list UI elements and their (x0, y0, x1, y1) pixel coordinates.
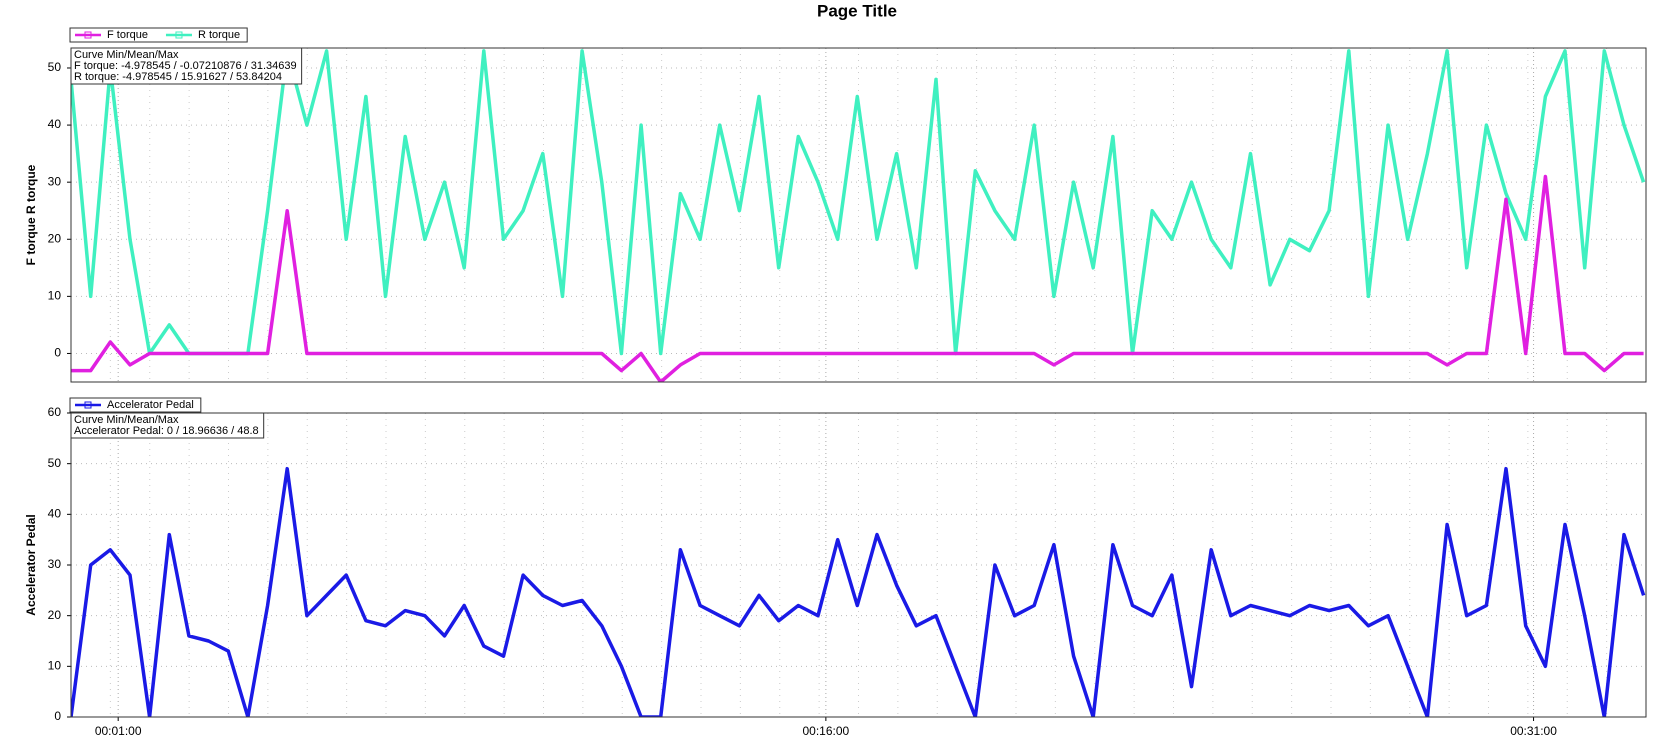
x-tick-label: 00:16:00 (803, 724, 850, 738)
series-line (71, 49, 1646, 356)
y-axis-label: Accelerator Pedal (24, 514, 38, 615)
plot-border (70, 412, 1647, 718)
y-tick-label: 0 (54, 709, 61, 723)
y-tick-label: 10 (48, 289, 62, 303)
series-line (71, 174, 1644, 382)
stats-box (70, 47, 303, 85)
series-line (71, 466, 1646, 717)
stats-box (70, 412, 265, 439)
y-tick-label: 60 (48, 405, 62, 419)
legend-label: F torque (107, 29, 148, 41)
y-tick-label: 40 (48, 117, 62, 131)
y-tick-label: 30 (48, 174, 62, 188)
plot-area (71, 413, 1646, 717)
x-tick-label: 00:01:00 (95, 724, 142, 738)
y-tick-label: 50 (48, 456, 62, 470)
y-axis-label: F torque R torque (24, 164, 38, 265)
y-tick-label: 20 (48, 608, 62, 622)
legend-label: Accelerator Pedal (107, 399, 194, 411)
stats-title: Curve Min/Mean/Max (74, 49, 179, 61)
plot-border (70, 47, 1647, 383)
stats-title: Curve Min/Mean/Max (74, 414, 179, 426)
legend-box (69, 397, 202, 413)
legend-label: R torque (198, 29, 240, 41)
y-tick-label: 40 (48, 507, 62, 521)
x-tick-label: 00:31:00 (1510, 724, 1557, 738)
y-tick-label: 30 (48, 557, 62, 571)
y-tick-label: 50 (48, 60, 62, 74)
legend-marker (84, 31, 92, 39)
y-tick-label: 10 (48, 659, 62, 673)
stats-line: Accelerator Pedal: 0 / 18.96636 / 48.8 (74, 425, 259, 437)
legend-marker (175, 31, 183, 39)
stats-line: R torque: -4.978545 / 15.91627 / 53.8420… (74, 71, 282, 83)
stats-line: F torque: -4.978545 / -0.07210876 / 31.3… (74, 60, 297, 72)
page-title: Page Title (817, 1, 897, 20)
y-tick-label: 0 (54, 346, 61, 360)
legend-box (69, 27, 248, 43)
legend-marker (84, 401, 92, 409)
y-tick-label: 20 (48, 231, 62, 245)
